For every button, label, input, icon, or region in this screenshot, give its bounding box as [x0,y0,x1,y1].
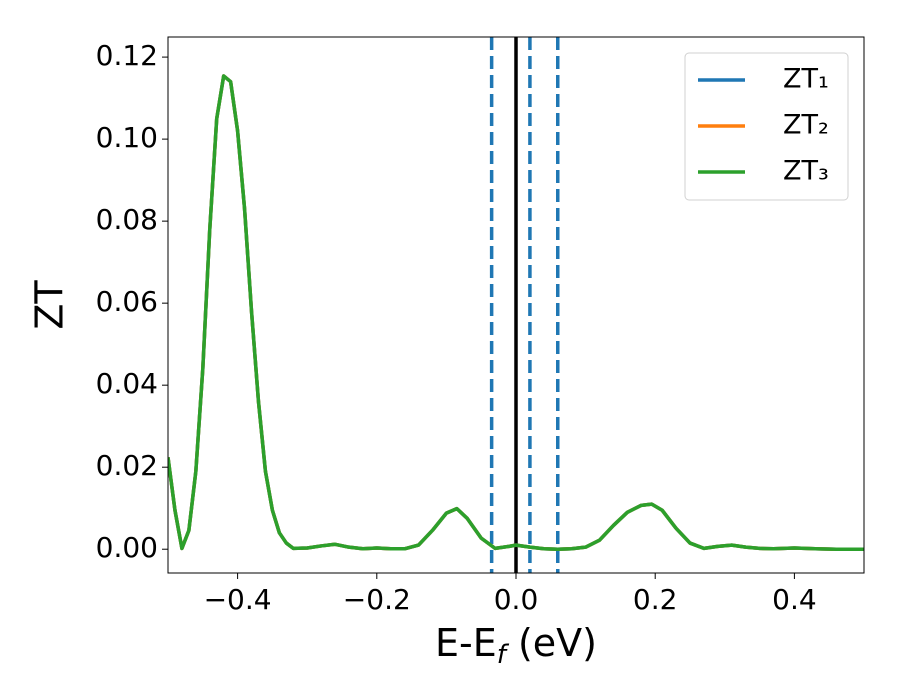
y-tick-label: 0.12 [96,39,158,72]
x-axis-label: E-Ef (eV) [435,621,597,670]
y-tick-label: 0.08 [96,203,158,236]
y-tick-label: 0.02 [96,449,158,482]
legend-box [684,52,849,201]
y-tick-label: 0.04 [96,367,158,400]
x-tick-label: 0.0 [494,583,539,616]
x-tick-label: −0.4 [204,583,272,616]
x-label-unit: (eV) [506,621,597,665]
x-tick-label: 0.4 [772,583,817,616]
x-label-main: E-E [435,621,497,665]
y-tick-label: 0.00 [96,531,158,564]
legend-label: ZT₃ [783,156,829,187]
series-line [168,74,864,551]
legend: ZT₁ ZT₂ ZT₃ [684,52,849,201]
legend-label: ZT₁ [783,64,829,95]
y-axis-label: ZT [28,280,72,330]
legend-label: ZT₂ [783,110,829,141]
x-tick-label: −0.2 [343,583,411,616]
y-tick-label: 0.10 [96,121,158,154]
plot-area [168,37,864,573]
y-tick-label: 0.06 [96,285,158,318]
x-tick-label: 0.2 [633,583,678,616]
